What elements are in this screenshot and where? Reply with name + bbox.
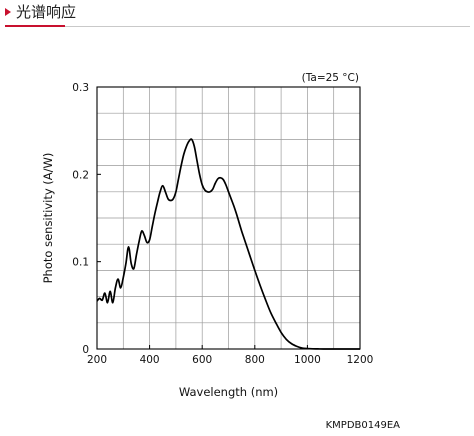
x-axis-ticks: 200 400 600 800 1000 1200 <box>87 345 373 366</box>
figure-code: KMPDB0149EA <box>325 420 400 431</box>
series-line <box>96 138 360 350</box>
x-tick-label: 1200 <box>347 354 374 366</box>
header-accent-rule <box>5 25 65 27</box>
temperature-annotation: (Ta=25 °C) <box>302 72 359 84</box>
section-title: 光谱响应 <box>16 3 77 21</box>
x-tick-label: 600 <box>192 354 212 366</box>
section-header: 光谱响应 <box>0 0 474 30</box>
y-tick-label: 0.1 <box>72 257 89 269</box>
y-tick-label: 0.3 <box>72 82 89 94</box>
y-tick-label: 0.2 <box>72 169 89 181</box>
x-axis-label: Wavelength (nm) <box>179 385 278 399</box>
y-tick-label: 0 <box>82 344 89 356</box>
plot-frame <box>96 86 361 350</box>
x-tick-label: 400 <box>140 354 160 366</box>
grid-lines <box>97 87 360 349</box>
x-tick-label: 200 <box>87 354 107 366</box>
series-layer <box>96 138 360 350</box>
plot-border <box>96 86 361 350</box>
header-divider-rule <box>65 26 470 27</box>
y-axis-ticks: 0 0.1 0.2 0.3 <box>72 82 101 356</box>
y-axis-label: Photo sensitivity (A/W) <box>41 153 55 284</box>
x-tick-label: 1000 <box>294 354 321 366</box>
x-tick-label: 800 <box>245 354 265 366</box>
triangle-marker-icon <box>5 8 11 16</box>
